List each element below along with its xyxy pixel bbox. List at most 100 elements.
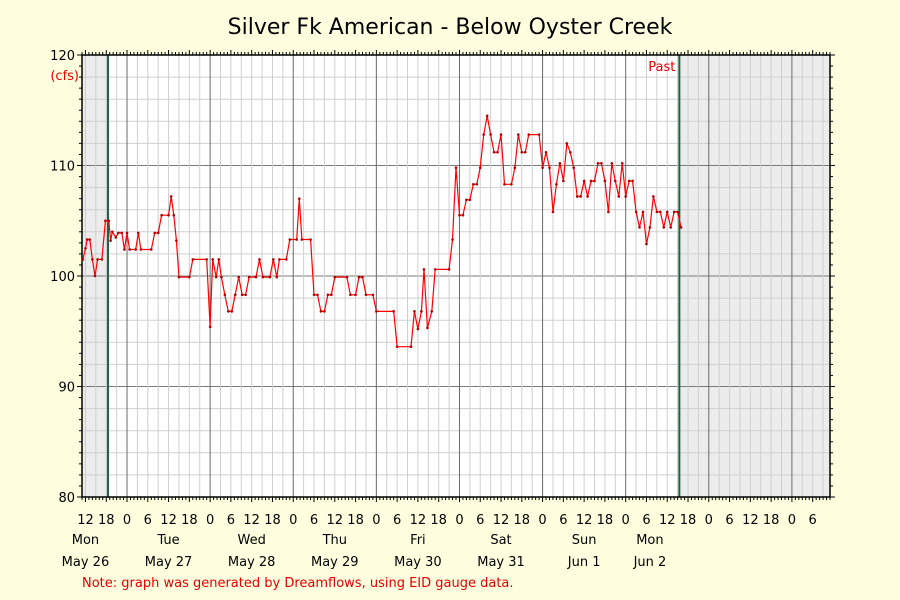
flow-data-point [568,150,572,154]
flow-data-point [496,150,499,154]
flow-data-point [395,345,399,349]
flow-data-point [409,345,413,349]
flow-data-point [558,161,562,165]
flow-data-point [562,179,565,183]
x-hour-label: 12 [327,513,344,528]
flow-data-point [624,195,627,198]
flow-data-point [627,179,631,183]
x-date-label: Jun 1 [567,555,601,570]
x-day-label: Mon [636,533,663,548]
flow-data-point [100,258,104,261]
x-day-label: Sun [572,533,597,548]
x-hour-label: 12 [77,513,94,528]
flow-data-point [645,242,648,246]
x-date-label: May 30 [394,555,442,570]
flow-data-point [669,226,673,229]
flow-data-point [485,114,489,118]
flow-data-point [478,166,482,170]
x-hour-label: 6 [642,513,650,528]
flow-data-point [123,248,126,251]
flow-data-point [128,248,131,251]
flow-data-point [392,310,395,313]
flow-data-point [175,239,178,242]
flow-data-point [268,275,272,279]
flow-data-point [610,161,614,165]
flow-data-point [109,239,112,242]
flow-data-point [93,274,97,278]
flow-data-point [361,275,364,279]
flow-data-point [357,275,361,279]
flow-data-point [217,258,221,261]
flow-data-point [655,210,659,214]
flow-data-point [416,327,420,331]
x-hour-label: 12 [742,513,759,528]
flow-data-point [111,230,114,234]
flow-data-point [107,219,111,223]
x-hour-label: 6 [559,513,567,528]
flow-data-point [309,238,312,241]
flow-data-point [520,150,524,154]
flow-data-point [461,213,465,217]
flow-data-point [620,161,624,165]
flow-data-point [233,293,237,297]
x-hour-label: 6 [144,513,152,528]
x-hour-label: 18 [680,513,697,528]
flow-data-point [572,166,576,170]
flow-data-point [364,293,368,297]
flow-data-point [634,210,638,214]
flow-data-point [275,275,279,279]
flow-data-point [84,247,87,250]
flow-data-point [648,226,652,229]
flow-data-point [662,226,666,229]
y-tick-label: 110 [50,160,75,175]
flow-data-point [237,275,240,279]
flow-data-point [468,198,472,202]
flow-data-point [285,258,288,261]
flow-data-point [227,310,230,313]
flow-data-point [258,258,261,261]
x-hour-label: 0 [538,513,546,528]
x-hour-label: 18 [181,513,198,528]
flow-data-point [375,310,378,313]
flow-data-point [330,293,333,297]
flow-data-point [607,210,610,214]
flow-data-point [458,213,461,217]
flow-data-point [617,195,621,198]
x-hour-label: 18 [347,513,364,528]
flow-data-point [652,195,655,198]
flow-data-point [582,179,586,183]
flow-data-point [160,213,163,217]
flow-data-point [579,195,582,198]
flow-data-point [349,293,352,297]
x-hour-label: 0 [705,513,713,528]
flow-data-point [413,310,416,313]
flow-data-point [134,248,137,251]
flow-data-point [220,275,223,279]
x-hour-label: 6 [227,513,235,528]
flow-data-point [665,210,669,214]
flow-data-point [85,238,89,241]
x-hour-label: 18 [98,513,115,528]
flow-data-point [482,133,486,136]
flow-data-point [167,213,170,217]
x-hour-label: 18 [514,513,531,528]
flow-data-point [371,293,375,297]
flow-data-point [548,166,551,170]
flow-data-point [312,293,316,297]
x-hour-label: 12 [410,513,427,528]
flow-data-point [472,182,475,186]
flow-data-point [489,133,492,136]
x-date-label: May 26 [62,555,110,570]
flow-data-point [191,258,195,261]
x-hour-label: 6 [310,513,318,528]
x-hour-label: 0 [206,513,214,528]
flow-data-point [596,161,600,165]
flow-data-point [288,238,292,241]
x-date-label: May 31 [477,555,525,570]
flow-data-point [247,275,251,279]
y-tick-label: 80 [58,491,75,506]
flow-data-point [272,258,275,261]
x-hour-label: 0 [455,513,463,528]
flow-data-point [81,258,85,261]
